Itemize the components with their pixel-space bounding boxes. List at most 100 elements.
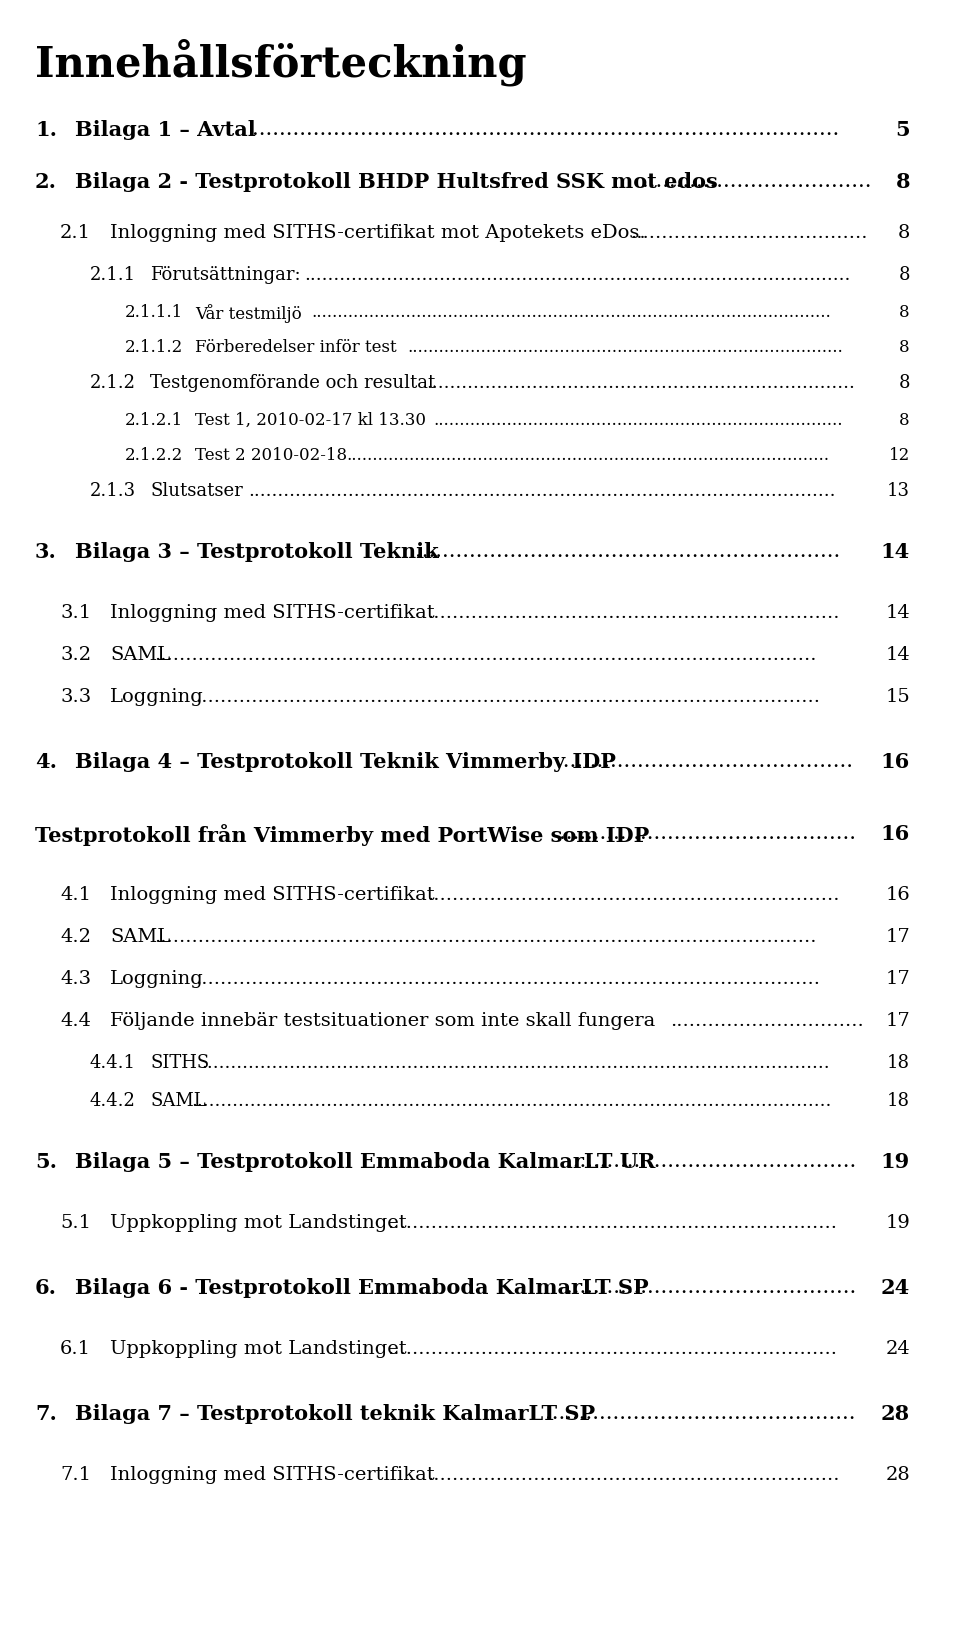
Text: 13: 13	[887, 481, 910, 499]
Text: ..................................................................: ........................................…	[427, 1467, 840, 1483]
Text: 17: 17	[885, 971, 910, 989]
Text: 15: 15	[885, 687, 910, 705]
Text: 6.: 6.	[35, 1277, 57, 1299]
Text: ...........................................: ........................................…	[566, 1152, 856, 1172]
Text: ..............................................: ........................................…	[545, 1404, 855, 1422]
Text: ................................................................................: ........................................…	[248, 481, 835, 499]
Text: 8: 8	[900, 339, 910, 356]
Text: ................................................................................: ........................................…	[192, 1093, 832, 1111]
Text: 3.: 3.	[35, 542, 57, 562]
Text: ................................................................................: ........................................…	[312, 303, 831, 321]
Text: ..................................: ..................................	[642, 171, 872, 191]
Text: ................................................................................: ........................................…	[304, 265, 851, 283]
Text: 24: 24	[885, 1340, 910, 1358]
Text: ................................................................................: ........................................…	[347, 447, 829, 465]
Text: 2.1.2: 2.1.2	[90, 374, 136, 392]
Text: 5.1: 5.1	[60, 1215, 91, 1233]
Text: SAML: SAML	[110, 646, 170, 664]
Text: Uppkoppling mot Landstinget: Uppkoppling mot Landstinget	[110, 1340, 407, 1358]
Text: Testprotokoll från Vimmerby med PortWise som IDP: Testprotokoll från Vimmerby med PortWise…	[35, 824, 649, 845]
Text: 16: 16	[880, 751, 910, 771]
Text: 1.: 1.	[35, 120, 57, 140]
Text: 2.1.2.1: 2.1.2.1	[125, 412, 183, 428]
Text: 14: 14	[885, 605, 910, 621]
Text: Uppkoppling mot Landstinget: Uppkoppling mot Landstinget	[110, 1215, 407, 1233]
Text: 16: 16	[885, 887, 910, 905]
Text: Inloggning med SITHS-certifikat: Inloggning med SITHS-certifikat	[110, 1467, 435, 1483]
Text: ................................................................................: ........................................…	[195, 687, 820, 705]
Text: Vår testmiljö: Vår testmiljö	[195, 303, 301, 323]
Text: Slutsatser: Slutsatser	[150, 481, 243, 499]
Text: 4.4.2: 4.4.2	[90, 1093, 136, 1111]
Text: Inloggning med SITHS-certifikat: Inloggning med SITHS-certifikat	[110, 605, 435, 621]
Text: 18: 18	[887, 1093, 910, 1111]
Text: 7.1: 7.1	[60, 1467, 91, 1483]
Text: 4.: 4.	[35, 751, 57, 771]
Text: Bilaga 6 - Testprotokoll Emmaboda KalmarLT SP: Bilaga 6 - Testprotokoll Emmaboda Kalmar…	[75, 1277, 649, 1299]
Text: ......................................: ......................................	[630, 224, 867, 242]
Text: 14: 14	[880, 542, 910, 562]
Text: Bilaga 3 – Testprotokoll Teknik: Bilaga 3 – Testprotokoll Teknik	[75, 542, 439, 562]
Text: 8: 8	[899, 374, 910, 392]
Text: 19: 19	[885, 1215, 910, 1233]
Text: Bilaga 1 – Avtal: Bilaga 1 – Avtal	[75, 120, 255, 140]
Text: Förutsättningar:: Förutsättningar:	[150, 265, 300, 283]
Text: 2.1.2.2: 2.1.2.2	[125, 447, 183, 465]
Text: ................................................................................: ........................................…	[155, 646, 817, 664]
Text: Bilaga 7 – Testprotokoll teknik KalmarLT SP: Bilaga 7 – Testprotokoll teknik KalmarLT…	[75, 1404, 595, 1424]
Text: 2.1: 2.1	[60, 224, 91, 242]
Text: 3.2: 3.2	[60, 646, 91, 664]
Text: 7.: 7.	[35, 1404, 57, 1424]
Text: ............................................: ........................................…	[559, 824, 856, 844]
Text: Loggning: Loggning	[110, 687, 204, 705]
Text: Loggning: Loggning	[110, 971, 204, 989]
Text: 4.1: 4.1	[60, 887, 91, 905]
Text: 8: 8	[896, 171, 910, 193]
Text: 2.1.1: 2.1.1	[90, 265, 136, 283]
Text: 5: 5	[896, 120, 910, 140]
Text: ................................................................................: ........................................…	[201, 1055, 829, 1071]
Text: ..............................................................................: ........................................…	[433, 412, 843, 428]
Text: ...............................................................: ........................................…	[415, 542, 840, 560]
Text: Innehållsförteckning: Innehållsförteckning	[35, 38, 527, 86]
Text: 2.1.1.2: 2.1.1.2	[125, 339, 183, 356]
Text: 4.4: 4.4	[60, 1012, 91, 1030]
Text: ................................................................................: ........................................…	[155, 928, 817, 946]
Text: ........................................................................: ........................................…	[387, 1340, 837, 1358]
Text: 17: 17	[885, 928, 910, 946]
Text: 12: 12	[889, 447, 910, 465]
Text: Testgenomförande och resultat: Testgenomförande och resultat	[150, 374, 435, 392]
Text: Förberedelser inför test: Förberedelser inför test	[195, 339, 396, 356]
Text: Inloggning med SITHS-certifikat: Inloggning med SITHS-certifikat	[110, 887, 435, 905]
Text: Bilaga 2 - Testprotokoll BHDP Hultsfred SSK mot edos: Bilaga 2 - Testprotokoll BHDP Hultsfred …	[75, 171, 718, 193]
Text: 4.3: 4.3	[60, 971, 91, 989]
Text: Bilaga 5 – Testprotokoll Emmaboda KalmarLT UR: Bilaga 5 – Testprotokoll Emmaboda Kalmar…	[75, 1152, 656, 1172]
Text: ................................................................................: ........................................…	[407, 339, 843, 356]
Text: Test 1, 2010-02-17 kl 13.30: Test 1, 2010-02-17 kl 13.30	[195, 412, 426, 428]
Text: ........................................................................: ........................................…	[387, 1215, 837, 1233]
Text: SAML: SAML	[150, 1093, 205, 1111]
Text: 24: 24	[880, 1277, 910, 1299]
Text: ...........................................: ........................................…	[566, 1277, 856, 1297]
Text: 3.1: 3.1	[60, 605, 91, 621]
Text: 14: 14	[885, 646, 910, 664]
Text: 2.: 2.	[35, 171, 57, 193]
Text: 16: 16	[880, 824, 910, 844]
Text: Inloggning med SITHS-certifikat mot Apotekets eDos.: Inloggning med SITHS-certifikat mot Apot…	[110, 224, 646, 242]
Text: ............................................: ........................................…	[556, 751, 852, 771]
Text: SAML: SAML	[110, 928, 170, 946]
Text: 4.4.1: 4.4.1	[90, 1055, 136, 1071]
Text: ...............................: ...............................	[670, 1012, 864, 1030]
Text: 17: 17	[885, 1012, 910, 1030]
Text: Bilaga 4 – Testprotokoll Teknik Vimmerby IDP: Bilaga 4 – Testprotokoll Teknik Vimmerby…	[75, 751, 616, 771]
Text: 6.1: 6.1	[60, 1340, 91, 1358]
Text: 19: 19	[880, 1152, 910, 1172]
Text: ..................................................................: ........................................…	[427, 605, 840, 621]
Text: .........................................................................: ........................................…	[426, 374, 855, 392]
Text: ..................................................................: ........................................…	[427, 887, 840, 905]
Text: 8: 8	[898, 224, 910, 242]
Text: 5.: 5.	[35, 1152, 57, 1172]
Text: 3.3: 3.3	[60, 687, 91, 705]
Text: 8: 8	[899, 265, 910, 283]
Text: 2.1.1.1: 2.1.1.1	[125, 303, 183, 321]
